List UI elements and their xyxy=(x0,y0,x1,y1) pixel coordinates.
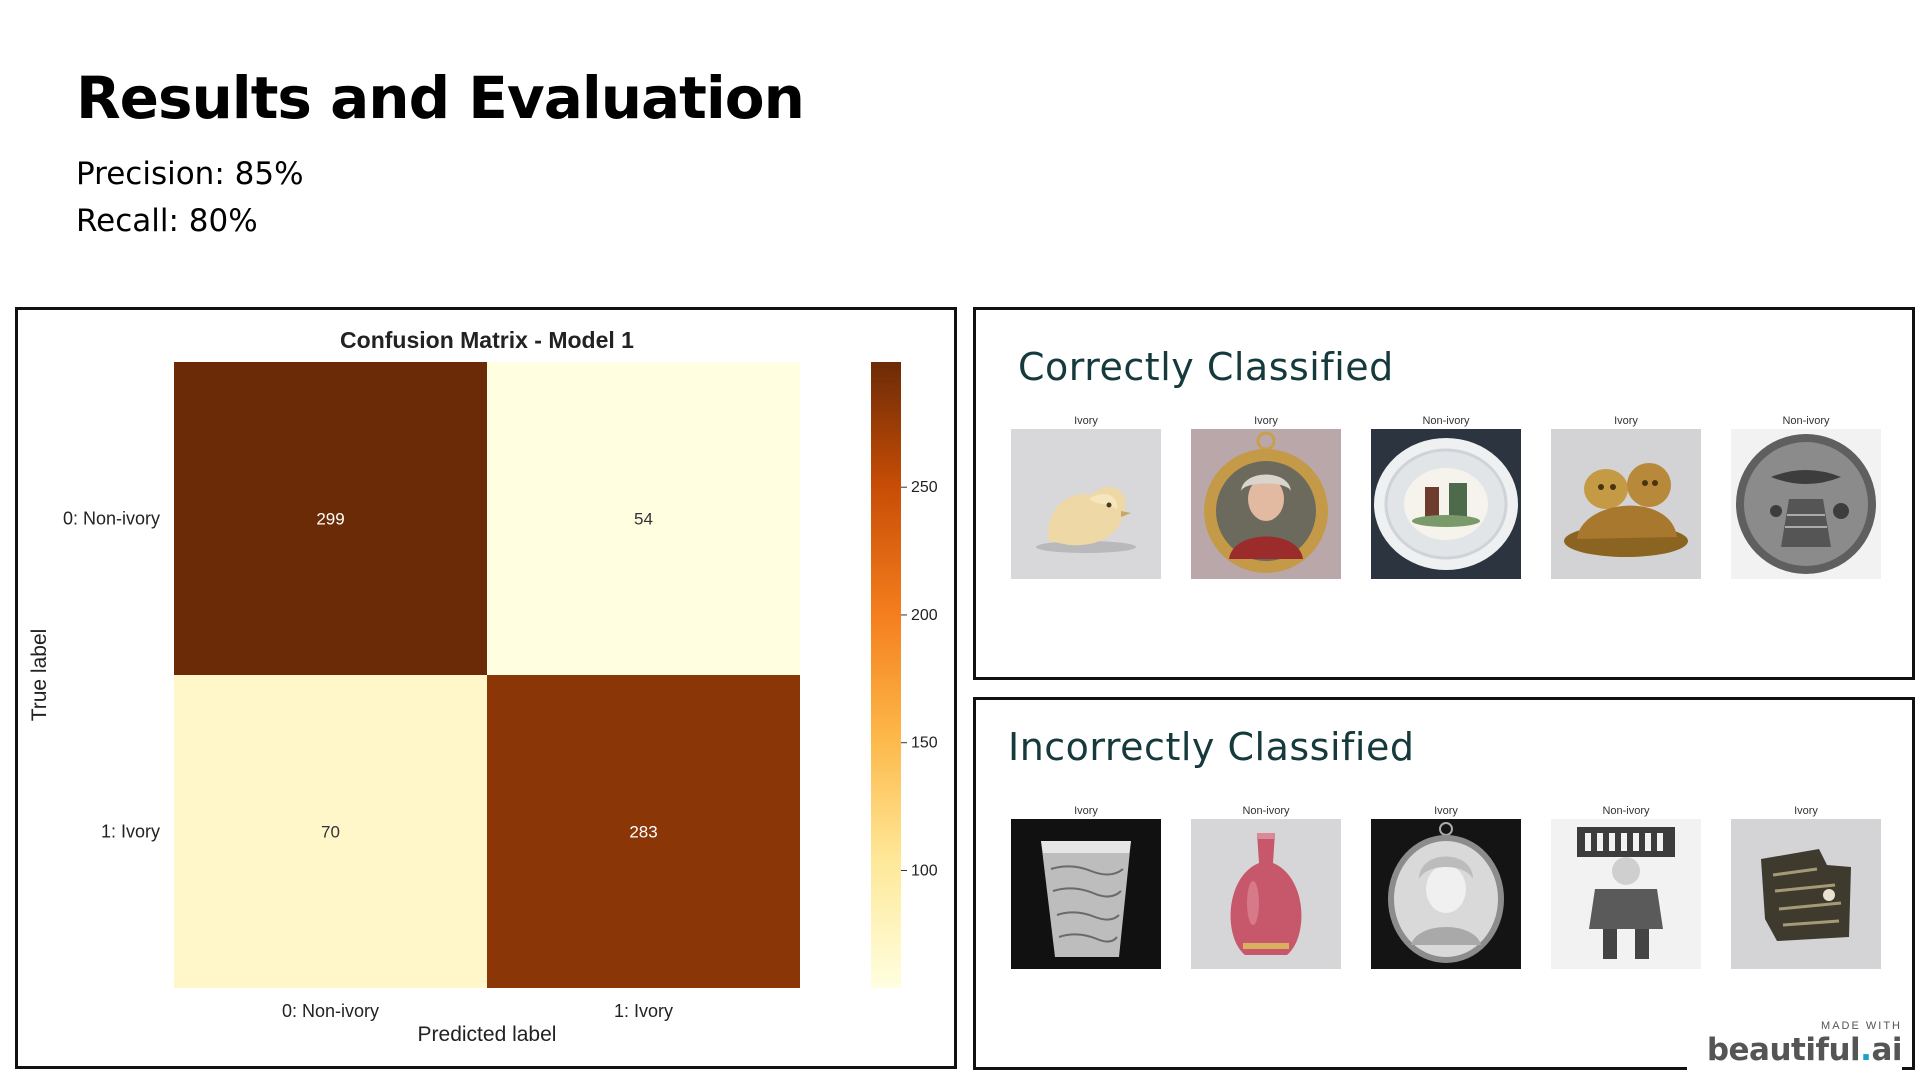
colorbar-tick-label: 100 xyxy=(911,862,938,879)
thumbnail-label: Ivory xyxy=(1074,805,1098,817)
cell-value-label: 70 xyxy=(321,823,340,842)
classified-thumbnail: Non-ivory xyxy=(1731,413,1881,579)
ivory-bird-figurine-photo xyxy=(1011,429,1161,579)
classified-thumbnail: Ivory xyxy=(1551,413,1701,579)
porcelain-figure-bw-photo xyxy=(1551,819,1701,969)
y-axis-label: True label xyxy=(28,629,51,722)
thumbnail-label: Ivory xyxy=(1614,415,1638,427)
classified-thumbnail: Ivory xyxy=(1371,803,1521,969)
confusion-matrix-chart: Confusion Matrix - Model 1 299 54 70 283 0: N… xyxy=(28,327,938,1046)
made-with-badge[interactable]: MADE WITH beautiful.ai xyxy=(1686,1014,1903,1074)
recall-metric: Recall: 80% xyxy=(76,203,258,239)
carved-netsuke-figures-photo xyxy=(1551,429,1701,579)
colorbar-tick-label: 200 xyxy=(911,607,938,624)
colorbar xyxy=(871,362,901,988)
slide-title: Results and Evaluation xyxy=(76,64,805,132)
x-axis-label: Predicted label xyxy=(418,1023,557,1046)
x-tick-label: 0: Non-ivory xyxy=(282,1001,379,1021)
chart-title: Confusion Matrix - Model 1 xyxy=(340,327,634,353)
classified-thumbnail: Non-ivory xyxy=(1371,413,1521,579)
carved-beaker-bw-photo xyxy=(1011,819,1161,969)
carved-plaque-fragment-photo xyxy=(1731,819,1881,969)
thumbnail-label: Non-ivory xyxy=(1422,415,1470,427)
heatmap-cell xyxy=(174,675,487,988)
thumbnail-label: Non-ivory xyxy=(1242,805,1290,817)
correct-panel-heading: Correctly Classified xyxy=(1018,345,1394,389)
painted-porcelain-plate-photo xyxy=(1371,429,1521,579)
thumbnail-label: Ivory xyxy=(1254,415,1278,427)
heatmap-cell xyxy=(487,362,800,675)
classified-thumbnail: Ivory xyxy=(1011,803,1161,969)
thumbnail-label: Ivory xyxy=(1434,805,1458,817)
incorrect-panel-heading: Incorrectly Classified xyxy=(1008,725,1415,769)
classified-thumbnail: Ivory xyxy=(1011,413,1161,579)
classified-thumbnail: Non-ivory xyxy=(1191,803,1341,969)
classified-thumbnail: Ivory xyxy=(1191,413,1341,579)
badge-brand-logo: beautiful.ai xyxy=(1706,1032,1903,1068)
correctly-classified-panel: Correctly Classified Ivory Ivory Non-ivory… xyxy=(973,307,1915,680)
carved-stone-seal-photo xyxy=(1731,429,1881,579)
y-tick-label: 0: Non-ivory xyxy=(63,509,160,529)
y-tick-label: 1: Ivory xyxy=(101,822,160,842)
oval-portrait-bw-photo xyxy=(1371,819,1521,969)
colorbar-tick-label: 150 xyxy=(911,735,938,752)
heatmap-cell xyxy=(174,362,487,675)
thumbnail-label: Ivory xyxy=(1074,415,1098,427)
classified-thumbnail: Non-ivory xyxy=(1551,803,1701,969)
colorbar-tick-label: 250 xyxy=(911,479,938,496)
x-tick-label: 1: Ivory xyxy=(614,1001,673,1021)
incorrectly-classified-panel: Incorrectly Classified Ivory Non-ivory Ivo… xyxy=(973,697,1915,1070)
thumbnail-label: Ivory xyxy=(1794,805,1818,817)
cell-value-label: 299 xyxy=(316,510,344,529)
badge-made-with: MADE WITH xyxy=(1821,1020,1902,1032)
precision-metric: Precision: 85% xyxy=(76,156,304,192)
pink-vase-photo xyxy=(1191,819,1341,969)
thumbnail-label: Non-ivory xyxy=(1782,415,1830,427)
heatmap-cell xyxy=(487,675,800,988)
portrait-miniature-gold-frame-photo xyxy=(1191,429,1341,579)
cell-value-label: 54 xyxy=(634,510,653,529)
classified-thumbnail: Ivory xyxy=(1731,803,1881,969)
thumbnail-label: Non-ivory xyxy=(1602,805,1650,817)
confusion-matrix-panel: Confusion Matrix - Model 1 299 54 70 283 0: N… xyxy=(15,307,957,1069)
cell-value-label: 283 xyxy=(629,823,657,842)
